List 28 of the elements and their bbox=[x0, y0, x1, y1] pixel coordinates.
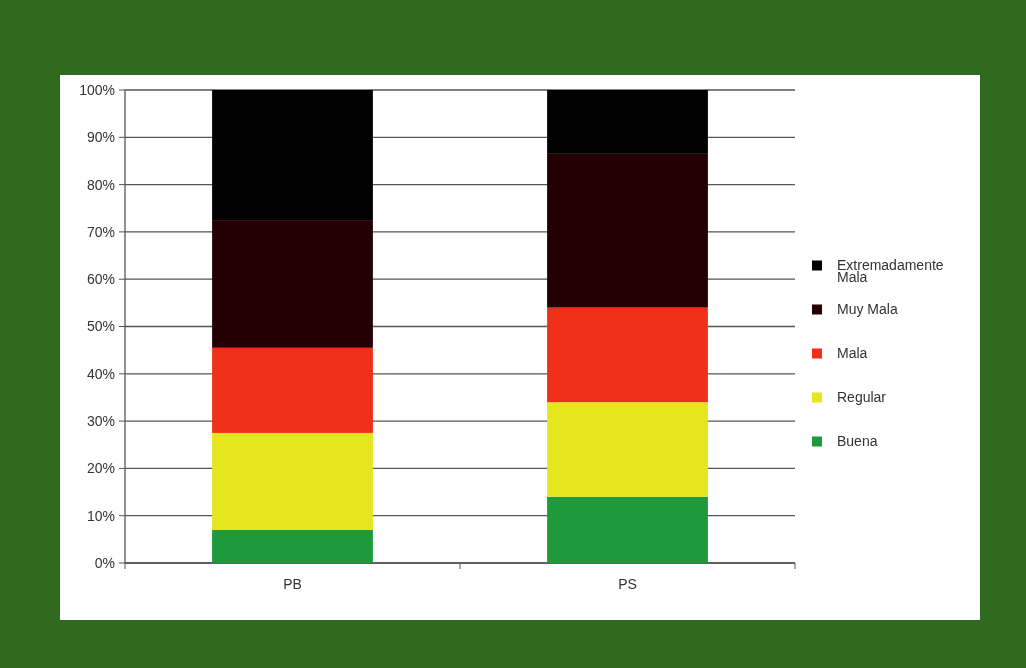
bar bbox=[547, 90, 708, 154]
y-tick-label: 60% bbox=[86, 271, 115, 288]
bar bbox=[212, 529, 373, 563]
x-tick-label: PS bbox=[618, 576, 637, 592]
bar bbox=[212, 432, 373, 530]
y-tick-label: 50% bbox=[86, 318, 115, 335]
bar bbox=[547, 402, 708, 497]
legend-label: Regular bbox=[837, 388, 887, 405]
bar bbox=[547, 496, 708, 563]
y-tick-label: 20% bbox=[86, 460, 115, 477]
x-tick-label: PB bbox=[283, 576, 302, 592]
y-tick-label: 100% bbox=[79, 81, 115, 98]
y-tick-label: 90% bbox=[86, 129, 115, 146]
y-tick-label: 80% bbox=[86, 176, 115, 193]
bar bbox=[547, 307, 708, 403]
bar bbox=[212, 347, 373, 433]
y-tick-label: 0% bbox=[94, 554, 115, 571]
legend-label: Mala bbox=[837, 344, 868, 361]
y-tick-label: 30% bbox=[86, 413, 115, 429]
bar bbox=[212, 90, 373, 221]
legend-label: Muy Mala bbox=[837, 300, 898, 317]
bar bbox=[212, 220, 373, 348]
legend-label: Extremadamente Mala bbox=[837, 256, 944, 285]
bar bbox=[547, 153, 708, 308]
legend-label: Buena bbox=[837, 432, 878, 449]
y-tick-label: 10% bbox=[86, 507, 115, 524]
y-tick-label: 40% bbox=[86, 365, 115, 382]
y-tick-label: 70% bbox=[86, 223, 115, 240]
